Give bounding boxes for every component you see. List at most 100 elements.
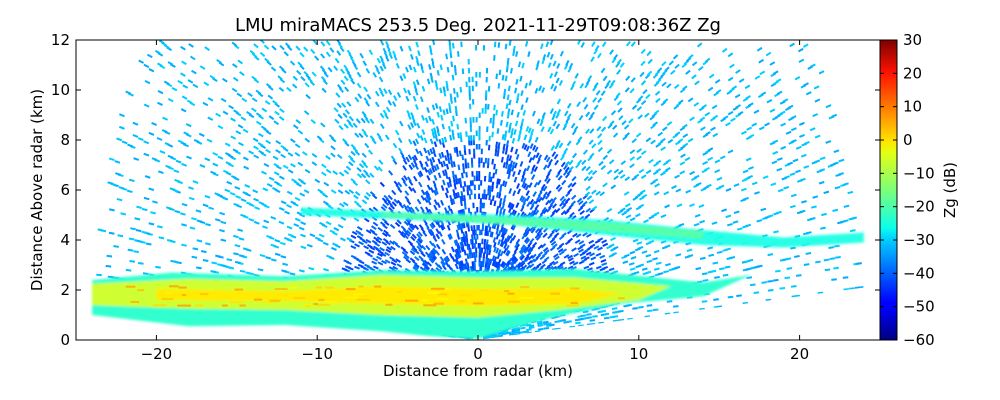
noise-gate	[543, 164, 548, 171]
noise-gate	[491, 260, 496, 266]
noise-gate	[526, 201, 531, 207]
noise-gate	[444, 256, 450, 263]
noise-gate	[508, 155, 513, 162]
noise-gate	[234, 244, 241, 248]
noise-gate	[734, 93, 741, 99]
noise-gate	[280, 144, 287, 150]
noise-gate	[495, 109, 499, 116]
noise-gate	[478, 251, 481, 258]
noise-gate	[522, 110, 527, 116]
noise-gate	[740, 187, 747, 192]
noise-gate	[170, 259, 177, 263]
noise-gate	[363, 245, 370, 250]
noise-gate	[463, 181, 467, 187]
noise-gate	[343, 169, 350, 175]
noise-gate	[832, 208, 839, 212]
noise-gate	[473, 265, 477, 272]
noise-gate	[542, 320, 549, 324]
noise-gate	[799, 133, 805, 138]
noise-gate	[481, 225, 485, 231]
noise-gate	[790, 285, 797, 288]
noise-gate	[154, 49, 161, 55]
noise-gate	[460, 41, 463, 48]
noise-gate	[712, 261, 719, 265]
low-layer-streak	[125, 285, 136, 288]
noise-gate	[483, 243, 486, 250]
noise-gate	[646, 304, 653, 307]
noise-gate	[747, 175, 753, 179]
noise-gate	[475, 71, 478, 78]
noise-gate	[411, 187, 417, 194]
noise-gate	[684, 156, 691, 162]
noise-gate	[342, 112, 348, 118]
noise-gate	[430, 58, 435, 65]
noise-gate	[480, 261, 483, 267]
noise-gate	[451, 74, 455, 81]
noise-gate	[391, 189, 397, 196]
noise-gate	[345, 165, 352, 171]
noise-gate	[373, 236, 379, 242]
noise-gate	[441, 123, 445, 130]
noise-gate	[758, 58, 764, 64]
noise-gate	[652, 257, 658, 261]
noise-gate	[664, 66, 670, 72]
noise-gate	[542, 185, 548, 192]
noise-gate	[232, 76, 239, 82]
noise-gate	[799, 177, 806, 182]
noise-gate	[640, 174, 647, 179]
noise-gate	[341, 102, 347, 108]
noise-gate	[501, 134, 505, 140]
noise-gate	[488, 249, 492, 256]
noise-gate	[530, 128, 535, 135]
noise-gate	[572, 261, 579, 266]
noise-gate	[410, 223, 416, 229]
noise-gate	[436, 202, 441, 209]
low-layer-streak	[566, 304, 580, 307]
noise-gate	[455, 229, 460, 236]
noise-gate	[335, 92, 341, 98]
noise-gate	[378, 87, 383, 94]
noise-gate	[297, 178, 304, 183]
noise-gate	[729, 256, 736, 260]
noise-gate	[343, 75, 349, 82]
noise-gate	[448, 107, 452, 114]
noise-gate	[450, 61, 454, 68]
noise-gate	[606, 208, 613, 213]
noise-gate	[376, 236, 383, 241]
noise-gate	[448, 176, 452, 183]
noise-gate	[595, 252, 602, 257]
noise-gate	[801, 200, 807, 204]
noise-gate	[224, 142, 231, 147]
noise-gate	[640, 80, 647, 86]
noise-gate	[144, 175, 151, 179]
colorbar-tick-label: 0	[903, 131, 913, 149]
low-layer-streak	[550, 292, 560, 295]
noise-gate	[665, 158, 672, 164]
noise-gate	[701, 272, 708, 276]
noise-gate	[400, 246, 407, 252]
noise-gate	[507, 127, 512, 133]
noise-gate	[742, 169, 749, 174]
noise-gate	[393, 95, 398, 101]
noise-gate	[394, 221, 401, 228]
noise-gate	[473, 153, 476, 159]
noise-gate	[163, 80, 170, 85]
noise-gate	[380, 206, 387, 212]
noise-gate	[496, 150, 500, 157]
noise-gate	[372, 257, 379, 262]
noise-gate	[504, 162, 509, 169]
noise-gate	[576, 197, 583, 203]
noise-gate	[514, 148, 519, 155]
noise-gate	[357, 93, 363, 99]
noise-gate	[553, 85, 558, 92]
noise-gate	[265, 83, 272, 89]
noise-gate	[815, 260, 821, 264]
noise-gate	[212, 151, 219, 157]
noise-gate	[409, 206, 415, 213]
noise-gate	[189, 55, 196, 61]
low-layer-streak	[345, 288, 356, 291]
noise-gate	[718, 184, 725, 189]
noise-gate	[148, 68, 155, 73]
noise-gate	[472, 135, 475, 141]
noise-gate	[448, 40, 452, 45]
